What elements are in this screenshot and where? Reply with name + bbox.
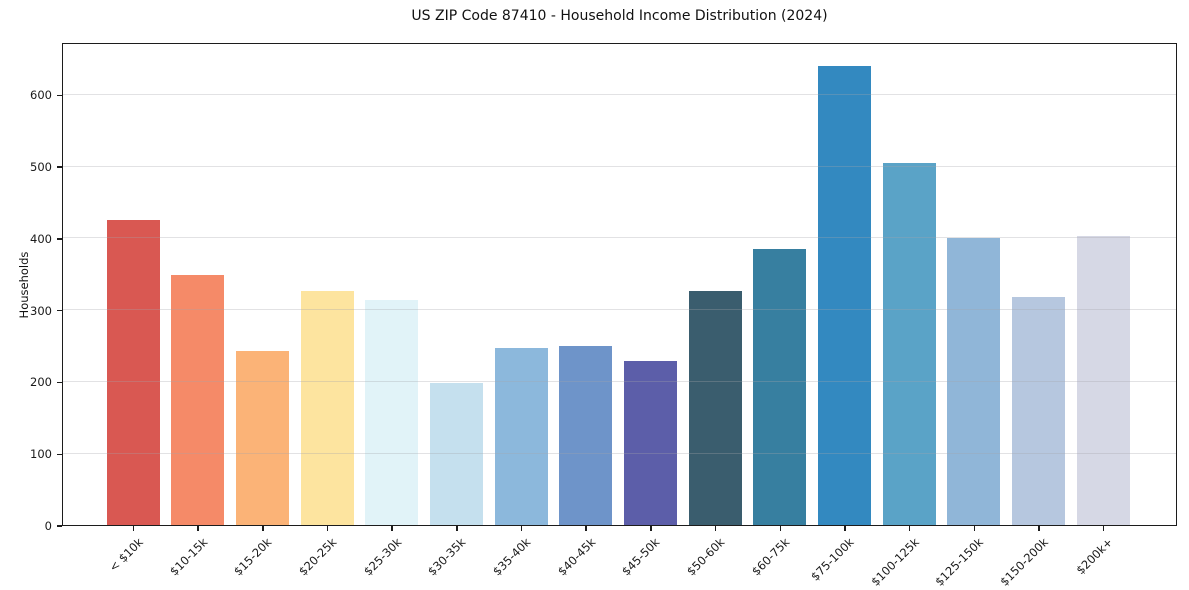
y-tick-label: 300 [30,303,52,318]
x-tick-mark [1102,526,1105,531]
bar-$35-40k [494,347,548,525]
y-tick-label: 600 [30,88,52,103]
x-tick-label: < $10k [105,535,146,575]
x-tick-label: $60-75k [748,535,793,579]
x-tick-label: $15-20k [231,535,275,579]
x-tick-mark [326,526,329,531]
gridline [63,309,1176,311]
x-tick-mark [520,526,523,531]
x-tick-label: $40-45k [554,535,599,579]
x-tick-mark [262,526,264,531]
chart-title: US ZIP Code 87410 - Household Income Dis… [411,8,828,24]
x-tick-label: $100-125k [867,535,922,589]
bar-$100-125k [882,163,936,525]
y-tick-mark [57,309,62,312]
x-tick-label: $200k+ [1073,535,1116,578]
gridline [63,452,1176,454]
y-tick-mark [57,381,62,384]
y-tick-label: 400 [30,231,52,246]
gridline [63,165,1176,167]
bar-$45-50k [623,360,677,525]
x-tick-label: $45-50k [619,535,663,579]
x-tick-mark [197,526,199,531]
x-tick-mark [650,526,652,531]
x-tick-label: $35-40k [490,535,534,579]
y-tick-mark [57,238,62,240]
bar-$150-200k [1011,296,1065,525]
bar-$125-150k [947,237,1001,525]
x-tick-label: $10-15k [166,535,211,579]
x-tick-label: $25-30k [360,535,405,579]
bar-$50-60k [688,291,742,525]
x-tick-mark [714,526,717,531]
x-tick-mark [844,526,846,531]
bar-$30-35k [429,382,483,525]
x-tick-label: $50-60k [684,535,728,579]
x-tick-mark [585,526,587,531]
y-tick-label: 200 [30,375,52,390]
x-tick-mark [779,526,781,531]
plot-area [62,43,1177,526]
bar-$75-100k [817,65,871,525]
gridline [63,380,1176,382]
bar-$10-15k [171,274,225,525]
bar-$25-30k [365,299,419,525]
y-tick-mark [57,525,62,527]
x-tick-mark [456,526,458,531]
gridline [63,237,1176,239]
y-tick-mark [57,166,62,168]
x-tick-label: $125-150k [932,535,987,589]
y-tick-mark [57,94,62,97]
x-tick-label: $30-35k [425,535,469,579]
bar-$20-25k [300,291,354,525]
bar-< $10k [106,220,160,525]
x-tick-mark [908,526,911,531]
y-tick-label: 100 [30,447,52,462]
bar-$200k+ [1076,235,1130,525]
y-tick-mark [57,453,62,455]
bar-$15-20k [235,351,289,525]
y-tick-label: 500 [30,160,52,175]
x-tick-mark [132,526,135,531]
x-tick-label: $75-100k [808,535,857,584]
bar-$60-75k [753,248,807,525]
gridline [63,93,1176,95]
x-tick-mark [973,526,975,531]
y-axis-label: Households [17,251,31,319]
x-tick-label: $20-25k [295,535,340,579]
bar-$40-45k [559,345,613,525]
x-tick-label: $150-200k [997,535,1051,589]
x-tick-mark [391,526,393,531]
x-tick-mark [1038,526,1040,531]
y-tick-label: 0 [44,519,52,533]
